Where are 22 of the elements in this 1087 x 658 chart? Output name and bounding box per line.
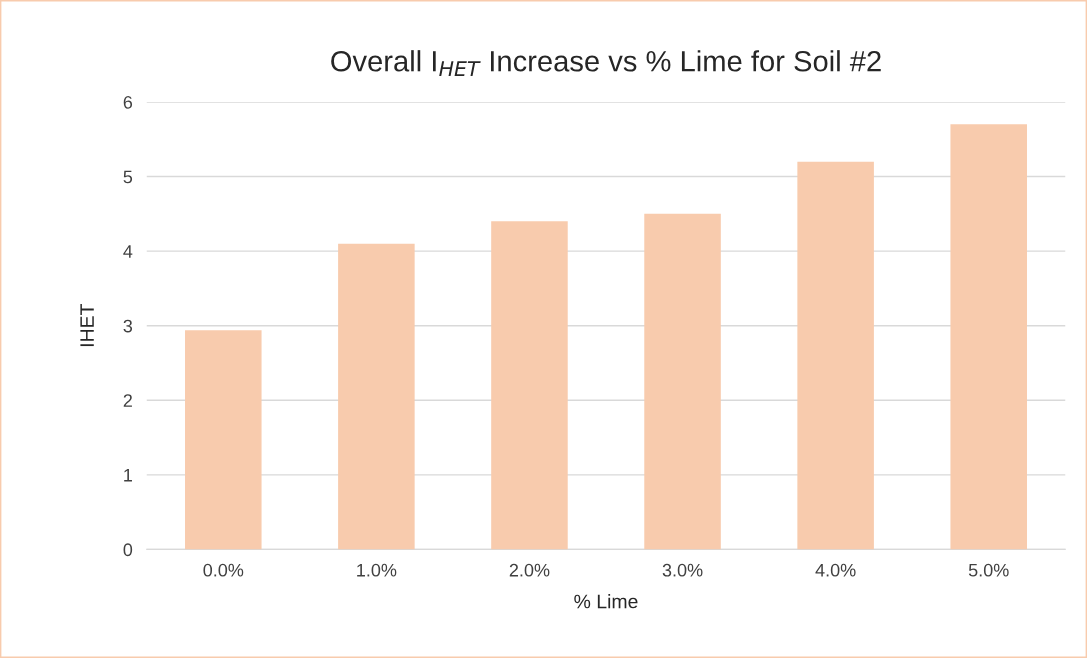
y-tick-label: 5 — [123, 170, 133, 184]
y-tick-label: 3 — [123, 319, 133, 333]
x-tick-label: 5.0% — [968, 563, 1009, 577]
y-tick-label: 0 — [123, 543, 133, 557]
y-tick-label: 6 — [123, 95, 133, 109]
x-tick-label: 3.0% — [662, 563, 703, 577]
y-tick-label: 2 — [123, 394, 132, 407]
x-tick-label: 4.0% — [815, 563, 856, 577]
bar — [950, 124, 1027, 550]
x-tick-label: 1.0% — [357, 563, 397, 577]
bar — [797, 161, 874, 550]
bar — [491, 221, 568, 550]
bar — [338, 243, 415, 550]
y-tick-label: 1 — [124, 468, 132, 482]
y-tick-label: 4 — [123, 245, 133, 258]
chart-title: Overall I$_{HET}$ Increase vs % Lime for Soil #2 — [331, 50, 881, 77]
x-tick-label: 0.0% — [203, 563, 244, 577]
x-tick-label: 2.0% — [509, 563, 550, 577]
y-axis-title: IHET — [80, 304, 94, 347]
bar — [185, 330, 262, 550]
bar — [644, 213, 721, 550]
x-axis-title: % Lime — [574, 594, 638, 609]
